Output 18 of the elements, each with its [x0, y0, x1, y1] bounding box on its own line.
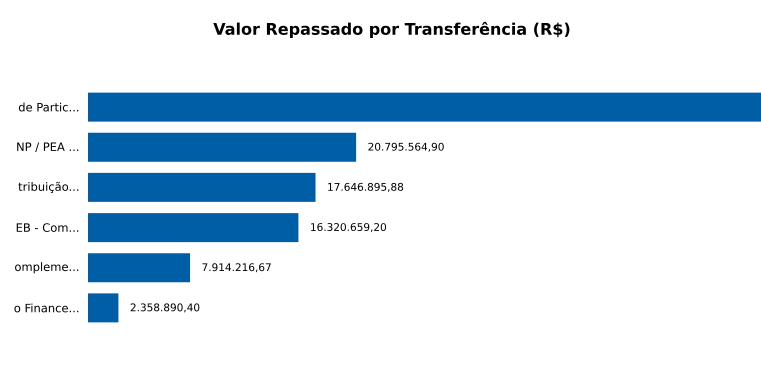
data-label: 7.914.216,67	[202, 263, 271, 272]
chart-title: Valor Repassado por Transferência (R$)	[213, 22, 570, 38]
y-tick-label: tribuição...	[18, 182, 78, 193]
data-label: 17.646.895,88	[328, 182, 404, 192]
bar	[88, 213, 298, 242]
y-tick-label: NP / PEA ...	[17, 142, 78, 152]
y-tick-label: EB - Com...	[16, 223, 78, 232]
bar	[88, 172, 316, 202]
bar	[88, 92, 761, 122]
bar	[88, 253, 190, 282]
data-label: 20.795.564,90	[368, 142, 444, 152]
bar	[88, 293, 118, 322]
y-tick-label: de Partic...	[18, 102, 78, 112]
data-label: 2.358.890,40	[130, 303, 200, 312]
y-tick-label: o Finance...	[14, 303, 78, 312]
bar	[88, 132, 356, 162]
data-label: 16.320.659,20	[311, 223, 386, 232]
y-tick-label: ompleme...	[15, 262, 78, 274]
